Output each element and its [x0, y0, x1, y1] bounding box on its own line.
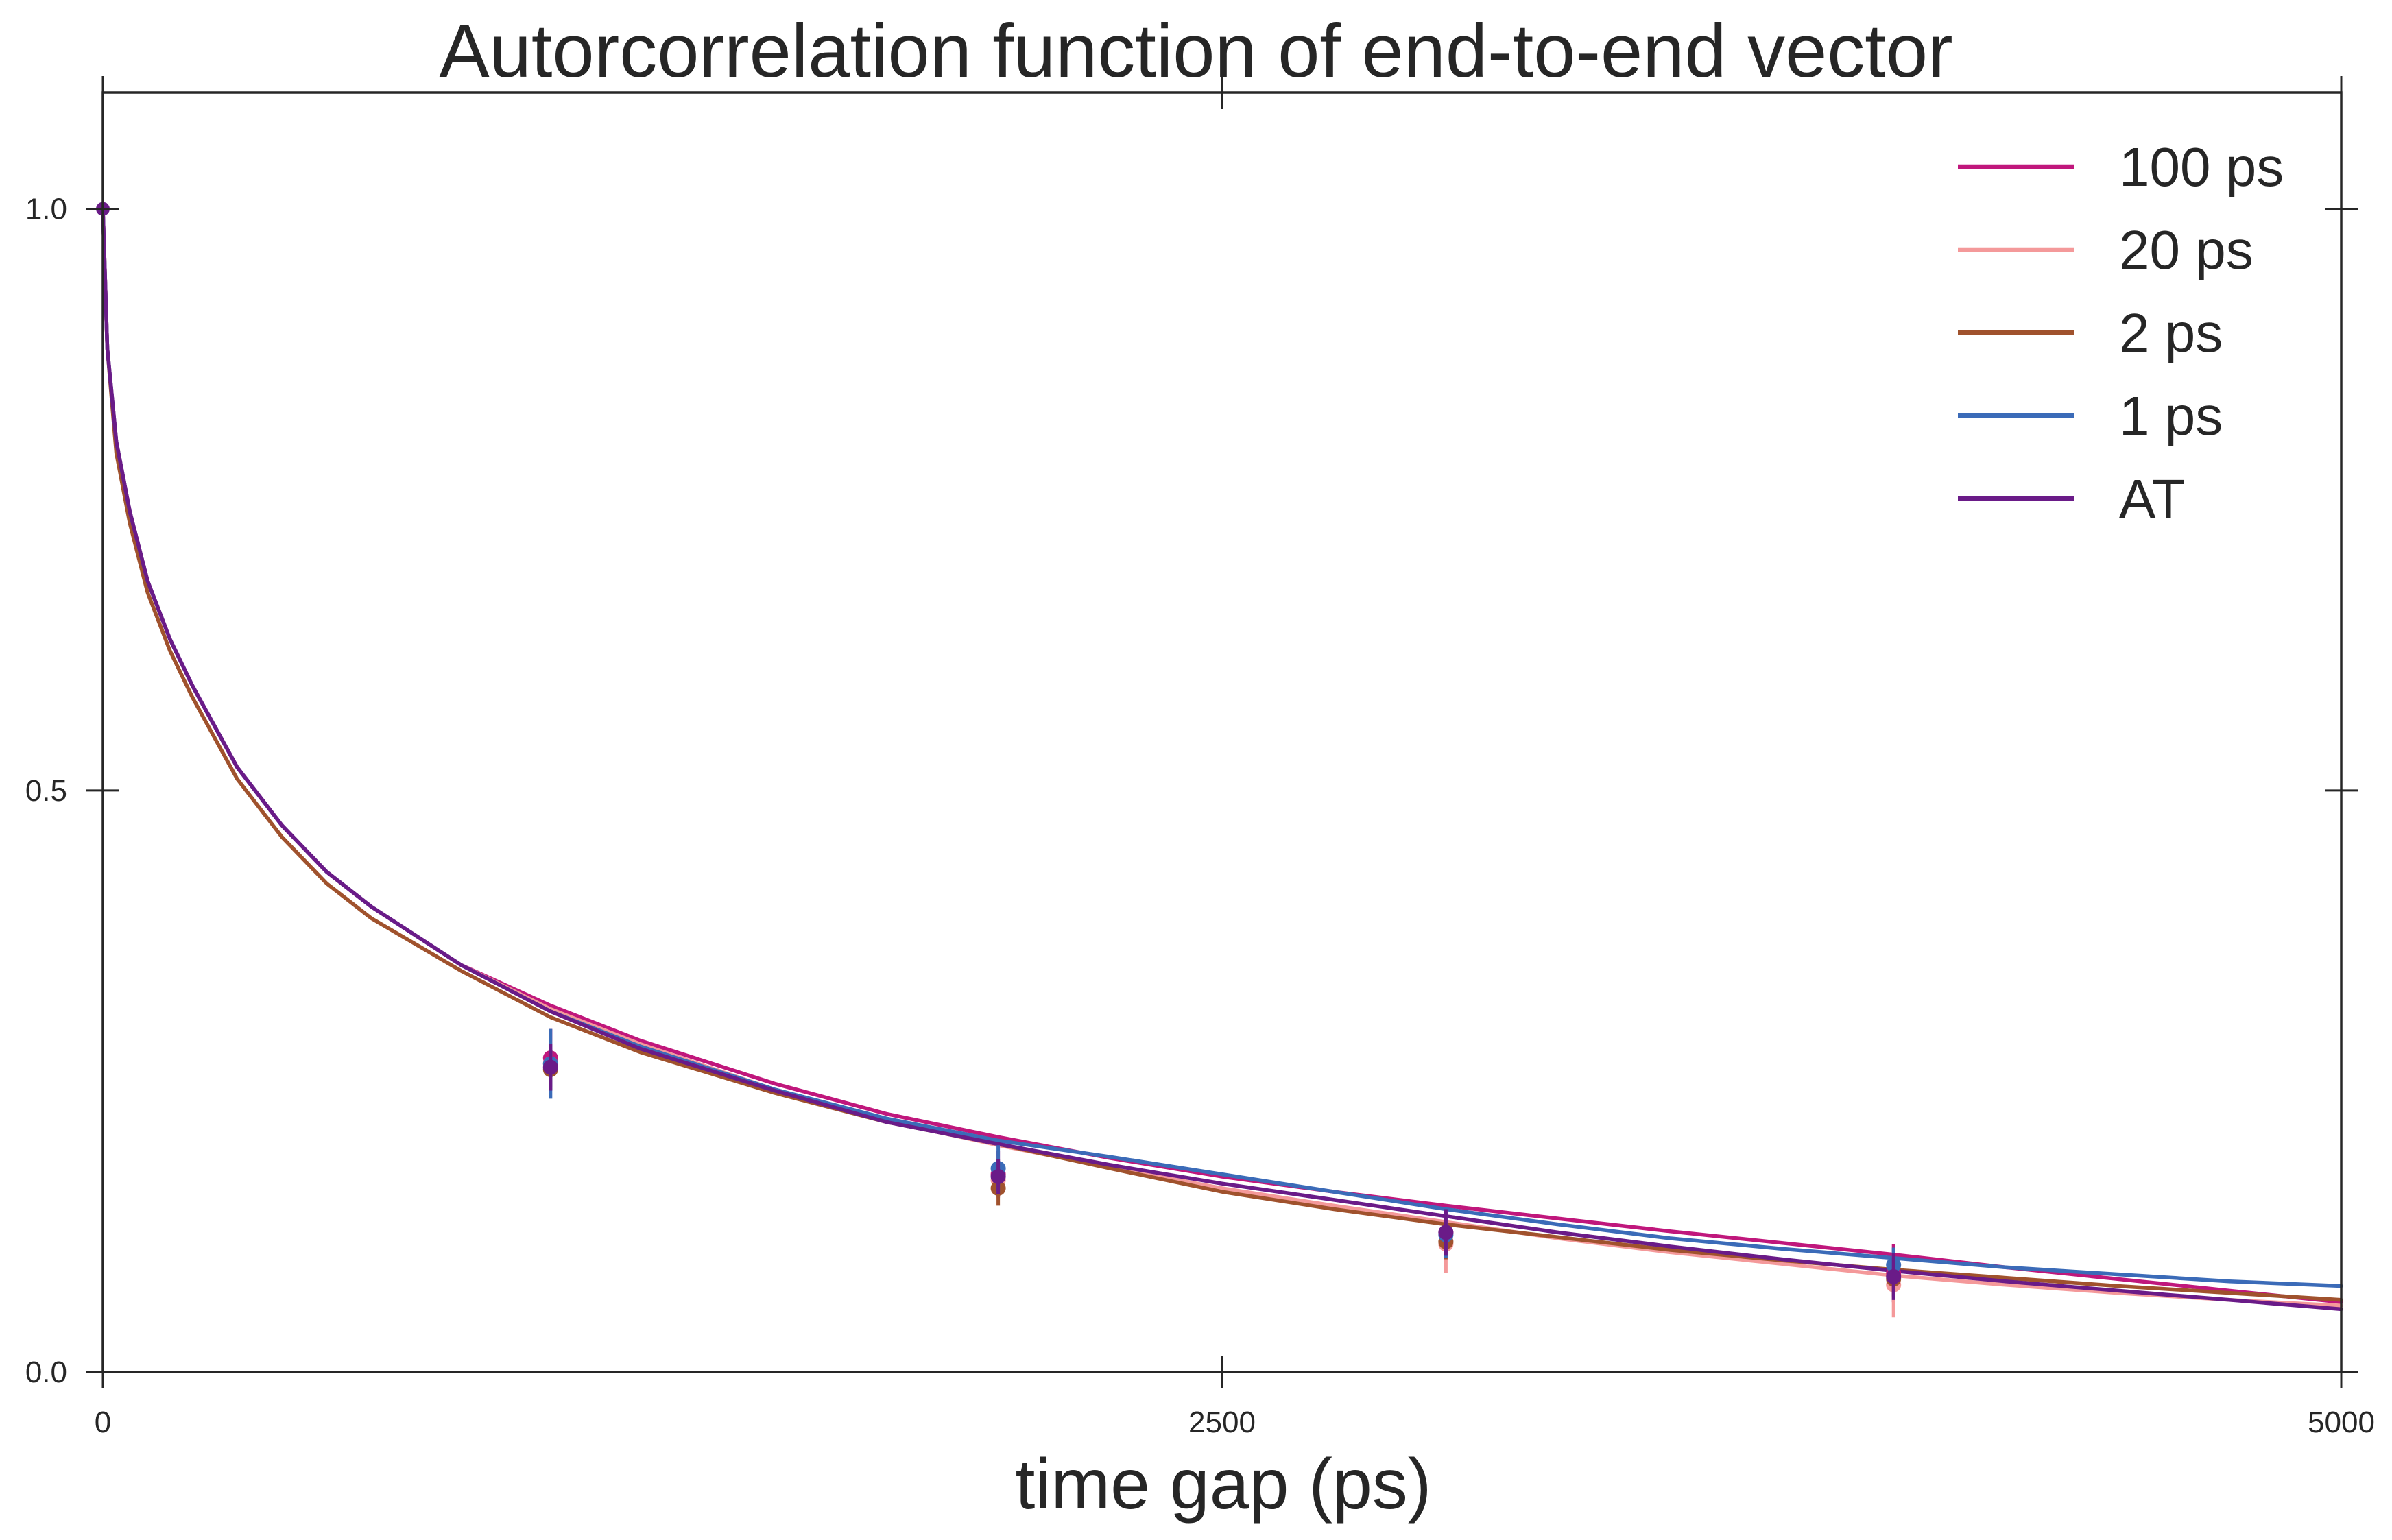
x-axis-label: time gap (ps): [1016, 1445, 1432, 1524]
y-tick-label: 0.0: [25, 1356, 67, 1389]
legend-label: 1 ps: [2119, 385, 2223, 446]
x-tick-label: 5000: [2308, 1406, 2375, 1439]
legend: 100 ps 20 ps 2 ps 1 ps AT: [1958, 136, 2284, 529]
data-point-marker: [542, 1059, 558, 1075]
plot-background: [103, 93, 2341, 1372]
legend-entry: 1 ps: [1958, 385, 2223, 446]
legend-label: AT: [2119, 468, 2185, 529]
plot-area: [103, 93, 2341, 1372]
legend-label: 100 ps: [2119, 136, 2284, 197]
series-line-4: [101, 206, 2343, 1312]
y-tick-label: 0.5: [25, 774, 67, 808]
legend-entry: AT: [1958, 468, 2185, 529]
chart-title: Autorcorrelation function of end-to-end …: [439, 9, 1952, 93]
data-point-marker: [990, 1169, 1006, 1185]
legend-entry: 2 ps: [1958, 302, 2223, 363]
tick-layer: 0 2500 5000 0.0 0.5 1.0: [25, 76, 2375, 1439]
legend-label: 20 ps: [2119, 219, 2253, 280]
marker-layer: [96, 202, 1902, 1318]
legend-label: 2 ps: [2119, 302, 2223, 363]
legend-entry: 100 ps: [1958, 136, 2284, 197]
x-tick-label: 2500: [1188, 1406, 1256, 1439]
x-tick-label: 0: [95, 1406, 111, 1439]
series-layer: [101, 206, 2343, 1312]
legend-entry: 20 ps: [1958, 219, 2253, 280]
data-point-marker: [1438, 1225, 1454, 1240]
y-tick-label: 1.0: [25, 193, 67, 226]
data-point-marker: [1886, 1268, 1902, 1284]
